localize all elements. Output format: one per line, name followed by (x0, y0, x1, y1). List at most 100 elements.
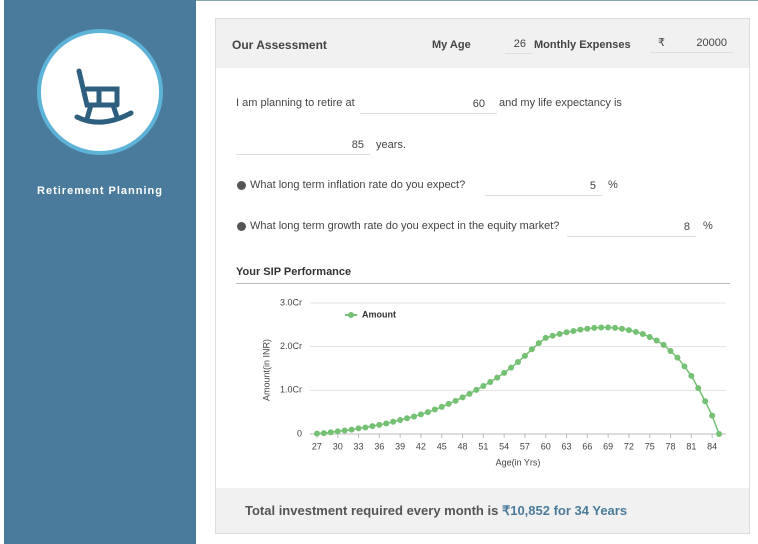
sidebar: Retirement Planning (4, 0, 196, 544)
x-tick-label: 84 (707, 441, 717, 451)
legend-dot (348, 312, 354, 318)
data-point (397, 417, 404, 424)
currency: ₹ (658, 37, 665, 49)
data-point (417, 411, 424, 418)
data-point (577, 326, 584, 333)
data-point (709, 412, 716, 419)
data-point (487, 379, 494, 386)
data-point (660, 341, 667, 348)
top-border (196, 0, 758, 1)
data-point (424, 409, 431, 416)
data-point (688, 372, 695, 379)
data-point (494, 374, 501, 381)
data-point (320, 430, 327, 437)
data-point (570, 327, 577, 334)
x-tick-label: 57 (520, 441, 530, 451)
data-point (341, 427, 348, 434)
data-point (521, 352, 528, 359)
age-input[interactable]: 26 (505, 34, 532, 54)
data-point (542, 334, 549, 341)
data-point (612, 324, 619, 331)
x-tick-label: 36 (374, 441, 384, 451)
x-tick-label: 30 (333, 441, 343, 451)
x-tick-label: 48 (458, 441, 468, 451)
data-point (348, 426, 355, 433)
x-tick-label: 27 (312, 441, 322, 451)
data-point (625, 327, 632, 334)
data-point (390, 418, 397, 425)
y-tick-label: 2.0Cr (280, 341, 302, 351)
growth-unit: % (703, 220, 713, 232)
data-point (501, 369, 508, 376)
x-tick-label: 75 (645, 441, 655, 451)
expenses-input[interactable]: 20000 (650, 33, 733, 53)
growth-question: What long term growth rate do you expect… (250, 220, 560, 232)
x-tick-label: 78 (666, 441, 676, 451)
info-icon (237, 222, 246, 231)
y-tick-label: 3.0Cr (280, 297, 302, 307)
data-point (695, 385, 702, 392)
data-point (515, 358, 521, 365)
retire-prefix: I am planning to retire at (236, 97, 355, 109)
data-point (598, 324, 605, 331)
data-point (716, 431, 723, 437)
x-tick-label: 54 (499, 441, 509, 451)
data-point (535, 340, 542, 347)
data-point (528, 346, 535, 353)
life-input[interactable]: 85 (236, 135, 370, 155)
y-tick-label: 1.0Cr (280, 385, 302, 395)
y-axis-label: Amount(in INR) (261, 339, 271, 401)
footer-text: Total investment required every month is… (245, 503, 627, 519)
data-point (327, 429, 334, 436)
life-suffix: years. (376, 139, 406, 151)
section-rule (236, 283, 730, 284)
expenses-label: Monthly Expenses (534, 39, 631, 51)
x-tick-label: 51 (478, 441, 488, 451)
data-point (438, 403, 445, 410)
data-point (619, 325, 625, 332)
data-point (313, 430, 320, 437)
x-tick-label: 66 (582, 441, 592, 451)
x-tick-label: 33 (354, 441, 364, 451)
retire-input[interactable]: 60 (360, 94, 497, 114)
x-tick-label: 45 (437, 441, 447, 451)
section-title: Your SIP Performance (236, 266, 352, 278)
data-point (563, 329, 570, 336)
legend-label: Amount (362, 309, 396, 319)
data-point (404, 415, 411, 422)
sidebar-title: Retirement Planning (37, 185, 163, 197)
data-point (584, 325, 591, 332)
data-point (508, 364, 515, 371)
data-point (369, 423, 376, 430)
data-point (639, 331, 646, 338)
data-point (646, 334, 653, 341)
data-point (362, 424, 369, 431)
series-line (316, 326, 720, 435)
data-point (632, 328, 639, 335)
data-point (556, 331, 563, 338)
card-header (216, 19, 749, 68)
data-point (605, 324, 612, 331)
x-tick-label: 42 (416, 441, 426, 451)
data-point (355, 425, 362, 432)
growth-input[interactable]: 8 (567, 217, 696, 237)
data-point (334, 428, 341, 435)
icon-circle (37, 29, 163, 155)
data-point (480, 382, 487, 389)
data-point (549, 332, 556, 339)
inflation-input[interactable]: 5 (485, 176, 602, 196)
footer-highlight: ₹10,852 for 34 Years (501, 503, 628, 518)
life-prefix: and my life expectancy is (499, 97, 622, 109)
data-point (445, 400, 452, 407)
x-axis-label: Age(in Yrs) (496, 457, 541, 467)
data-point (674, 354, 681, 361)
data-point (431, 406, 438, 413)
y-tick-label: 0 (297, 428, 302, 438)
x-tick-label: 60 (541, 441, 551, 451)
rocking-chair-icon (74, 68, 134, 125)
x-tick-label: 39 (395, 441, 405, 451)
data-point (466, 390, 473, 397)
info-icon (237, 181, 246, 190)
